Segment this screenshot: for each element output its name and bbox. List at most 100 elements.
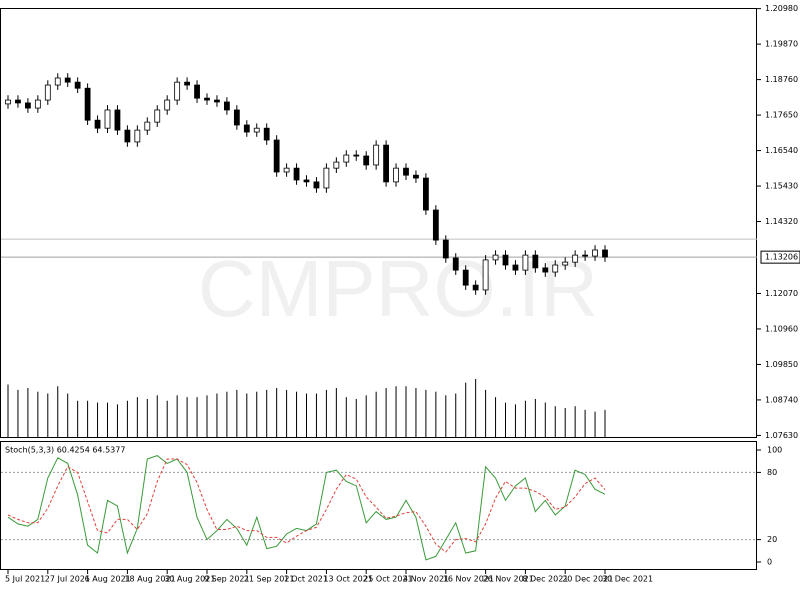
candle-body [502,254,509,266]
candle-body [403,167,409,176]
candle-body [84,87,91,121]
candle-body [114,109,121,131]
y-tick-label: 1.16540 [765,146,798,155]
candle-body [303,179,310,183]
x-tick-label: 26 Nov 2021 [483,575,534,584]
candle-body [74,81,81,89]
y-tick-label: 1.18760 [765,75,798,84]
candle-body [194,84,200,99]
candle-body [54,77,61,86]
candle-body [94,119,101,129]
x-tick-label: 20 Dec 2021 [562,575,613,584]
y-tick-label: 1.07630 [765,431,798,440]
x-tick-label: 27 Jul 2021 [45,575,90,584]
candle-body [552,264,559,273]
candle-body [452,257,459,271]
candle-body [243,124,250,133]
x-tick-label: 16 Nov 2021 [443,575,494,584]
candle-body [353,154,360,157]
candle-body [204,97,210,101]
candle-body [522,254,529,271]
candle-body [413,174,419,179]
candle-body [602,249,608,258]
candle-body [214,99,220,103]
candle-body [462,269,469,286]
candle-body [134,129,141,143]
candle-body [233,109,240,126]
candle-body [34,99,41,109]
candle-body [5,99,11,105]
y-tick-label: 0 [767,558,772,567]
candle-body [482,259,489,291]
candle-body [542,267,549,273]
x-tick-label: 30 Aug 2021 [164,575,215,584]
stoch-line [7,458,606,553]
candle-body [592,249,598,257]
y-tick-label: 1.14320 [765,217,798,226]
candle-body [253,127,260,133]
x-tick-label: 4 Nov 2021 [403,575,449,584]
candle-body [154,109,161,123]
y-tick-label: 1.20980 [765,4,798,13]
current-price-box [760,250,800,264]
candle-body [472,284,479,291]
candle-body [393,167,399,183]
candle-body [363,155,370,166]
candle-body [64,77,71,83]
y-tick-label: 1.09850 [765,360,798,369]
candle-body [532,254,539,269]
main-panel [0,8,757,438]
x-tick-label: 9 Sep 2021 [204,575,250,584]
x-tick-label: 18 Aug 2021 [124,575,175,584]
candle-body [512,264,519,271]
candle-body [283,167,290,173]
candle-body [582,254,588,257]
candle-body [313,181,320,189]
current-price-label: 1.13206 [765,253,798,262]
candle-body [24,102,31,109]
candle-body [263,127,270,141]
x-tick-label: 1 Oct 2021 [284,575,328,584]
candle-body [383,144,390,183]
candle-body [124,129,131,143]
y-tick-label: 80 [767,468,777,477]
candle-body [422,177,429,211]
candle-body [223,101,230,111]
y-tick-label: 1.08740 [765,395,798,404]
candle-body [562,261,569,266]
y-tick-label: 100 [767,446,782,455]
candle-body [373,144,380,166]
y-tick-label: 1.10960 [765,324,798,333]
candle-body [492,254,499,261]
candle-body [432,209,439,241]
x-tick-label: 21 Sep 2021 [244,575,295,584]
candle-body [184,81,191,86]
candle-body [174,81,181,101]
candle-body [15,99,21,104]
candle-body [273,139,280,173]
stoch-title: Stoch(5,3,3) 60.4254 64.5377 [5,446,125,455]
candle-body [44,84,51,101]
stoch-panel [0,441,757,570]
y-tick-label: 1.17650 [765,111,798,120]
y-tick-label: 1.15430 [765,182,798,191]
candle-body [323,167,330,189]
candle-body [144,121,151,131]
y-tick-label: 20 [767,535,777,544]
y-tick-label: 1.12070 [765,289,798,298]
y-tick-label: 1.19870 [765,40,798,49]
candle-body [293,167,300,181]
x-tick-label: 13 Oct 2021 [323,575,372,584]
candle-body [343,154,350,163]
candle-body [572,254,579,263]
watermark: CMPRO.IR [198,244,598,333]
x-tick-label: 30 Dec 2021 [602,575,653,584]
candle-body [104,109,111,129]
candle-body [442,239,449,259]
candle-body [333,161,340,169]
x-tick-label: 8 Dec 2021 [522,575,568,584]
candle-body [164,99,171,111]
x-tick-label: 6 Aug 2021 [85,575,131,584]
